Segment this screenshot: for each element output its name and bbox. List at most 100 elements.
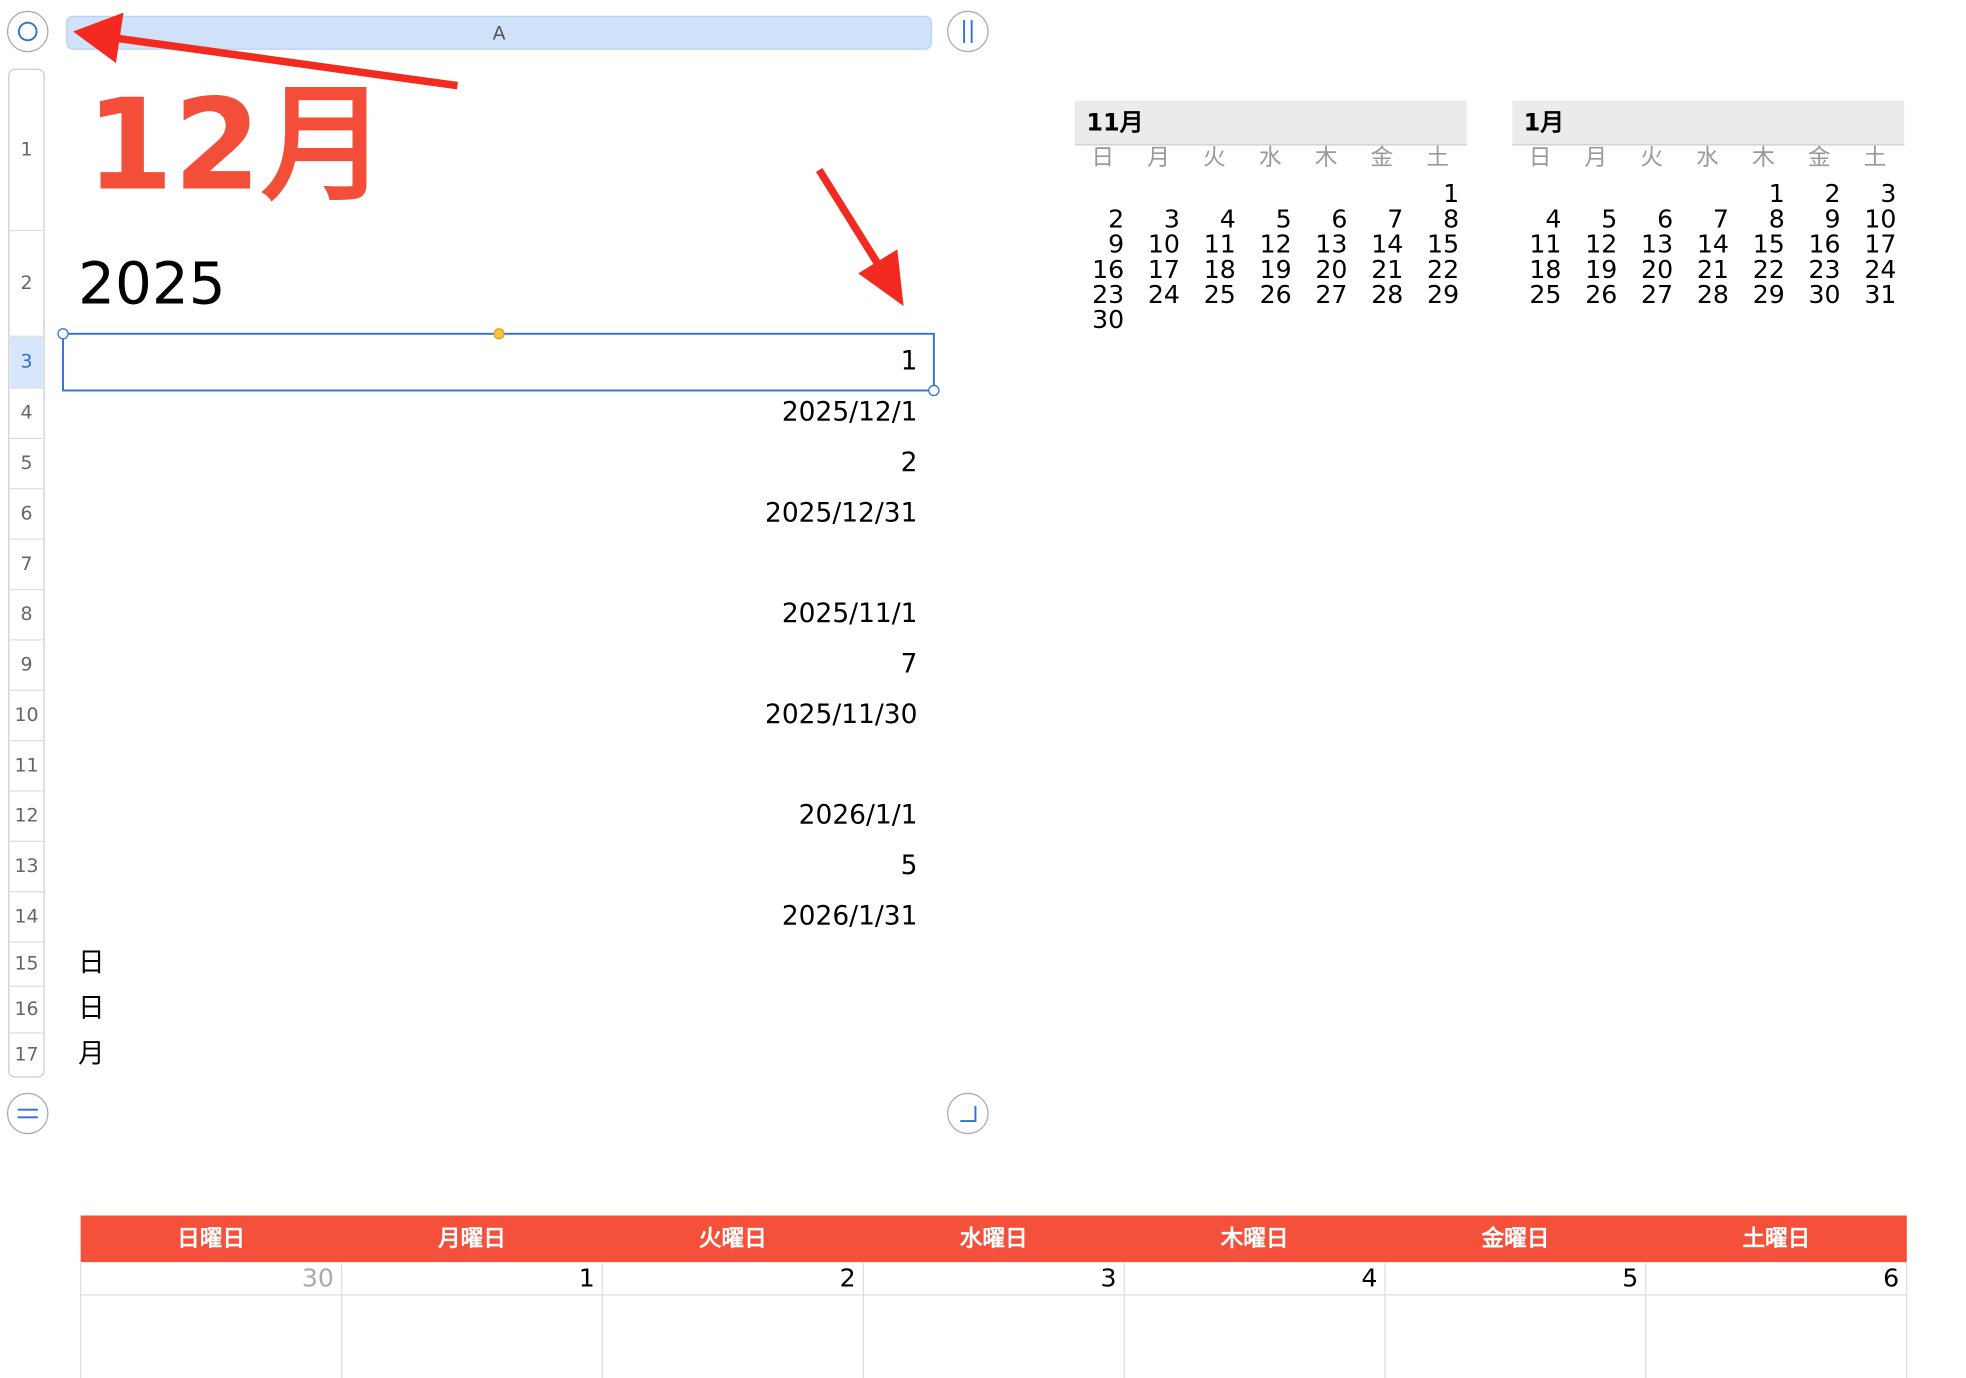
row-number: 15 [14,953,38,975]
cell: 2 [901,447,918,478]
calendar-day: 5 [1622,1264,1638,1293]
mini-day: 30 [1809,280,1841,309]
row-number: 1 [20,138,32,160]
mini-day: 1 [1769,179,1785,208]
mini-day: 19 [1585,255,1617,284]
mini-day: 21 [1697,255,1729,284]
selection-handle[interactable] [928,384,940,397]
resize-handle[interactable] [947,1092,989,1135]
calendar-weekday: 土曜日 [1742,1226,1810,1252]
mini-header [1512,100,1905,145]
row-number: 17 [14,1043,38,1065]
sheet-title: 12月 [86,71,387,218]
mini-weekday: 火 [1203,145,1226,171]
row-header-bar [8,68,45,1078]
mini-weekday: 土 [1864,145,1887,171]
cell: 2026/1/1 [799,800,918,831]
mini-weekday: 月 [1147,145,1170,171]
mini-day: 27 [1315,280,1347,309]
mini-weekday: 日 [1091,145,1114,171]
row-number: 5 [20,452,32,474]
annotations [73,12,904,307]
mini-day: 20 [1641,255,1673,284]
mini-weekday: 水 [1696,145,1719,171]
mini-day: 29 [1427,280,1459,309]
row-number: 6 [20,502,32,524]
mini-day: 8 [1769,204,1785,233]
mini-day: 23 [1092,280,1124,309]
mini-day: 6 [1657,204,1673,233]
column-header-bar[interactable] [66,15,932,50]
mini-day: 3 [1164,204,1180,233]
icon [17,21,38,42]
row-number: 12 [14,805,38,827]
column-header: A [493,23,506,45]
row-handle[interactable] [6,1092,49,1135]
mini-weekday: 木 [1315,145,1338,171]
column-handle[interactable] [947,10,989,53]
mini-day: 27 [1641,280,1673,309]
mini-day: 22 [1427,255,1459,284]
cell: 2025/11/1 [782,598,918,629]
handles [6,10,989,1135]
calendar-weekday: 火曜日 [699,1226,767,1252]
mini-day: 9 [1825,204,1841,233]
select-all-handle[interactable] [6,10,49,53]
mini-day: 22 [1753,255,1785,284]
mini-weekday: 火 [1640,145,1663,171]
cell: 月 [78,1038,104,1069]
mini-day: 8 [1443,204,1459,233]
mini-day: 20 [1315,255,1347,284]
mini-day: 6 [1331,204,1347,233]
cell: 日 [78,993,104,1024]
mini-day: 10 [1864,204,1896,233]
mini-title: 11月 [1086,108,1143,136]
mini-day: 30 [1092,305,1124,334]
mini-day: 11 [1204,230,1236,259]
row-number: 4 [20,402,32,424]
mini-day: 11 [1529,230,1561,259]
arrow-head [73,12,124,63]
selection-handle[interactable] [493,328,505,340]
calendar-day: 30 [302,1264,334,1293]
mini-day: 25 [1204,280,1236,309]
row-number: 2 [20,272,32,294]
cell: 日 [78,948,104,979]
selection-handle[interactable] [57,328,69,340]
mini-day: 29 [1753,280,1785,309]
cell: 2025/12/1 [782,397,918,428]
mini-day: 13 [1641,230,1673,259]
mini-day: 25 [1529,280,1561,309]
calendar-weekday: 水曜日 [960,1226,1028,1252]
mini-day: 26 [1585,280,1617,309]
row-number: 16 [14,998,38,1020]
mini-day: 14 [1371,230,1403,259]
mini-day: 5 [1601,204,1617,233]
mini-day: 24 [1864,255,1896,284]
row-number: 13 [14,855,38,877]
mini-day: 2 [1108,204,1124,233]
mini-day: 17 [1148,255,1180,284]
arrow-head [858,249,904,307]
row-number: 8 [20,603,32,625]
icon [960,1105,977,1122]
mini-day: 21 [1371,255,1403,284]
calendar-day: 2 [840,1264,856,1293]
arrow [815,168,886,273]
row-number: 7 [20,553,32,575]
mini-day: 19 [1260,255,1292,284]
calendar-header [80,1215,1907,1263]
mini-weekday: 木 [1752,145,1775,171]
mini-day: 28 [1697,280,1729,309]
mini-day: 12 [1585,230,1617,259]
mini-weekday: 土 [1426,145,1449,171]
cell: 5 [901,850,918,881]
mini-day: 7 [1713,204,1729,233]
mini-day: 16 [1092,255,1124,284]
mini-day: 31 [1864,280,1896,309]
cell: 2025/11/30 [765,699,917,730]
mini-day: 10 [1148,230,1180,259]
mini-day: 7 [1387,204,1403,233]
row-number: 11 [14,754,38,776]
